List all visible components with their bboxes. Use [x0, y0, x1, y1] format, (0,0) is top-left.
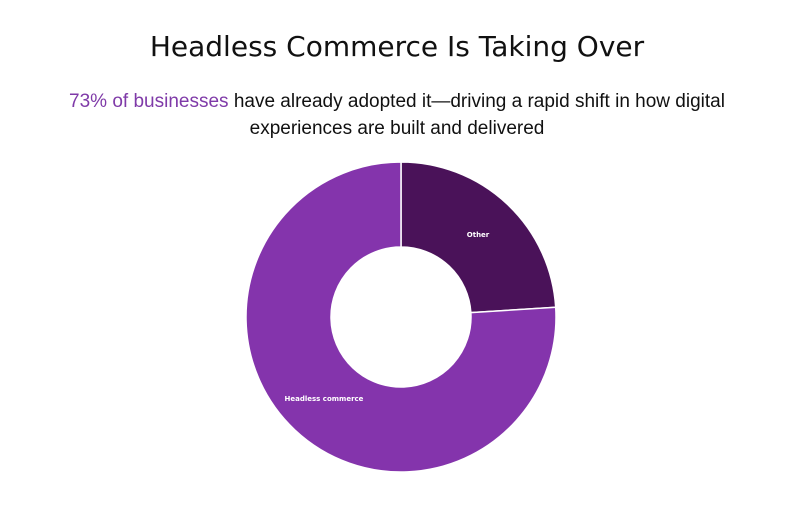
- chart-subtitle: 73% of businesses have already adopted i…: [50, 88, 744, 142]
- donut-slice: [245, 161, 557, 473]
- subtitle-highlight: 73% of businesses: [69, 91, 229, 112]
- chart-title: Headless Commerce Is Taking Over: [149, 30, 645, 63]
- slice-label: Headless commerce: [285, 395, 364, 403]
- slice-label: Other: [467, 231, 490, 239]
- subtitle-text: have already adopted it—driving a rapid …: [228, 91, 725, 139]
- donut-slice: [400, 161, 557, 314]
